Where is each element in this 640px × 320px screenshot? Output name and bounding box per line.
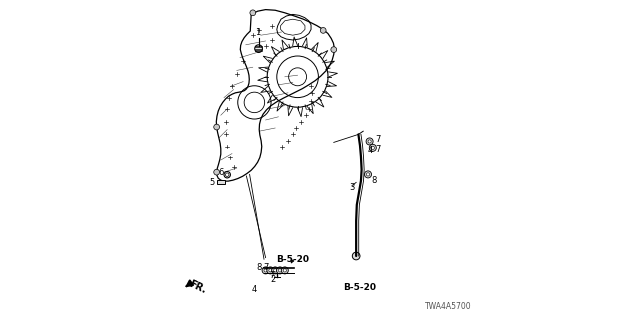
- Circle shape: [276, 267, 284, 274]
- Circle shape: [255, 45, 262, 52]
- Circle shape: [267, 267, 274, 274]
- Circle shape: [371, 146, 374, 149]
- Circle shape: [283, 269, 287, 272]
- Circle shape: [269, 269, 272, 272]
- Text: 8: 8: [257, 263, 262, 272]
- Text: B-5-20: B-5-20: [344, 284, 376, 292]
- Circle shape: [274, 269, 277, 272]
- Circle shape: [278, 269, 282, 272]
- Circle shape: [369, 144, 376, 151]
- Text: 5: 5: [209, 178, 215, 187]
- Text: 3: 3: [349, 183, 355, 192]
- Text: FR.: FR.: [187, 279, 208, 296]
- Text: 7: 7: [375, 135, 381, 144]
- Circle shape: [250, 10, 256, 16]
- Circle shape: [272, 267, 279, 274]
- Text: 4: 4: [368, 146, 373, 155]
- Circle shape: [282, 267, 288, 274]
- Circle shape: [214, 169, 220, 175]
- Circle shape: [352, 252, 360, 260]
- Text: TWA4A5700: TWA4A5700: [426, 302, 472, 311]
- Circle shape: [262, 267, 269, 274]
- Circle shape: [331, 47, 337, 52]
- Circle shape: [366, 173, 370, 176]
- Text: B-5-20: B-5-20: [276, 255, 309, 264]
- Text: 8: 8: [372, 176, 377, 185]
- Circle shape: [214, 124, 220, 130]
- Text: 6: 6: [218, 168, 223, 177]
- Text: 2: 2: [270, 275, 276, 284]
- Text: 4: 4: [251, 285, 257, 294]
- Text: 7: 7: [375, 145, 381, 154]
- Circle shape: [365, 171, 371, 178]
- Text: 7: 7: [269, 271, 275, 280]
- Circle shape: [264, 269, 268, 272]
- Circle shape: [368, 140, 371, 143]
- Text: 7: 7: [264, 263, 269, 272]
- FancyBboxPatch shape: [218, 180, 225, 184]
- Text: 1: 1: [255, 28, 260, 37]
- Circle shape: [321, 28, 326, 33]
- Circle shape: [366, 138, 373, 145]
